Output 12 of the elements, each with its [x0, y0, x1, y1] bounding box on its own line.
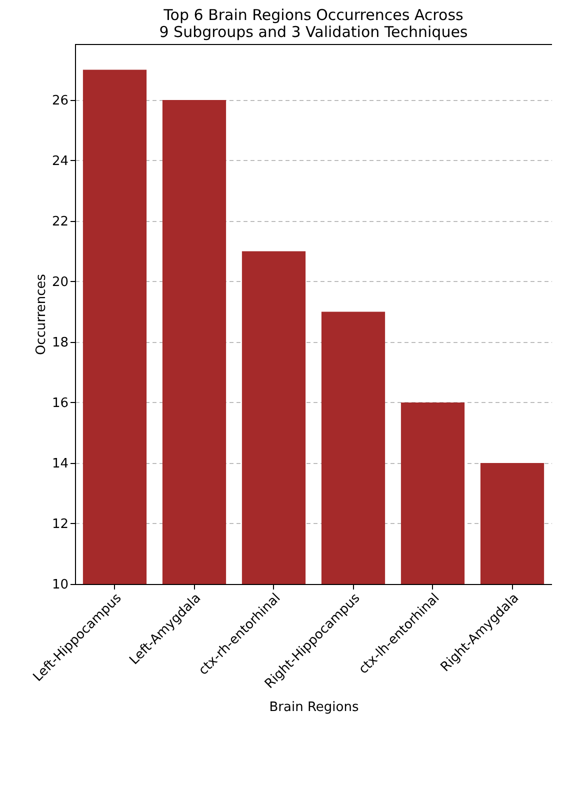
y-tick-label: 14 — [52, 456, 68, 472]
y-tick-label: 24 — [52, 154, 68, 169]
x-axis-title: Brain Regions — [269, 700, 359, 716]
y-axis-title: Occurrences — [34, 274, 49, 356]
y-tick-label: 20 — [52, 274, 68, 290]
y-tick-label: 12 — [52, 516, 68, 532]
y-tick-label: 16 — [52, 396, 68, 411]
y-tick-label: 10 — [52, 578, 68, 592]
y-tick-label: 22 — [52, 214, 68, 230]
y-tick-label: 18 — [52, 335, 68, 350]
y-tick-label: 26 — [52, 93, 68, 108]
chart-title: Top 6 Brain Regions Occurrences Across 9 Subgroups and 3 Validation Techniques — [159, 6, 468, 41]
